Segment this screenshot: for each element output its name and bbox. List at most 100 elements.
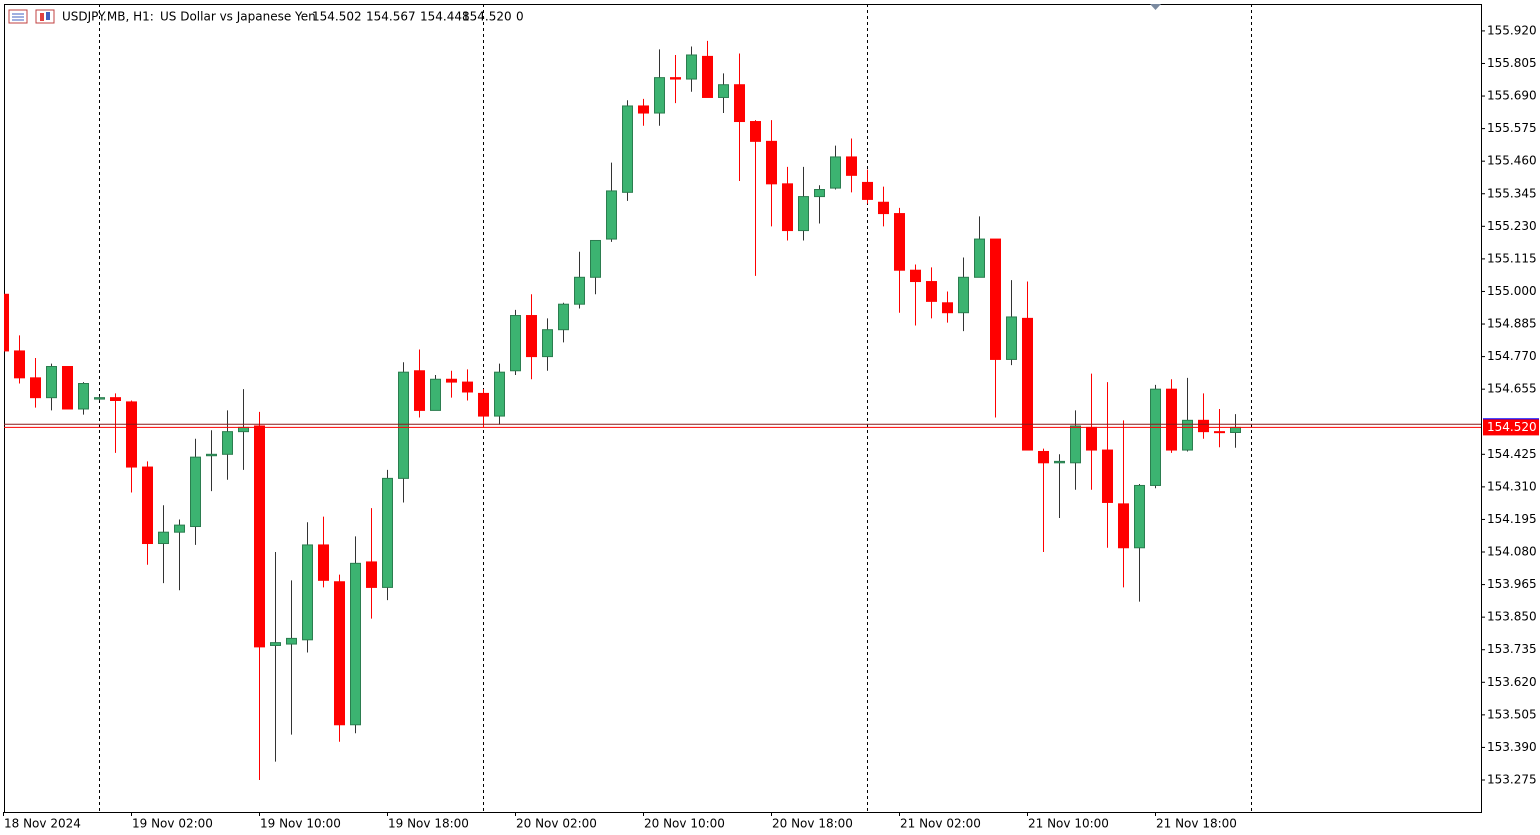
candle-body [110, 397, 121, 401]
close-price: 154.520 [462, 10, 512, 24]
description: US Dollar vs Japanese Yen [160, 10, 316, 24]
candle-body [526, 315, 537, 358]
candle-body [1054, 460, 1065, 464]
candle-body [750, 121, 761, 142]
open-price: 154.502 [312, 10, 362, 24]
candle-body [1150, 388, 1161, 486]
candle-body [1118, 503, 1129, 549]
y-tick-label: 155.690 [1487, 89, 1537, 103]
candle-body [126, 401, 137, 468]
candle-body [158, 531, 169, 545]
y-tick-label: 155.230 [1487, 219, 1537, 233]
y-tick-label: 153.505 [1487, 707, 1537, 721]
icon [46, 12, 50, 20]
y-tick-label: 155.920 [1487, 23, 1537, 37]
candle-body [654, 77, 665, 114]
candle-body [1134, 484, 1145, 549]
candle-body [814, 189, 825, 198]
candle-body [622, 105, 633, 193]
candle-body [1166, 388, 1177, 451]
y-tick-label: 153.620 [1487, 675, 1537, 689]
y-tick-label: 155.805 [1487, 56, 1537, 70]
candle-body [430, 378, 441, 411]
y-tick-label: 154.310 [1487, 479, 1537, 493]
candle-body [798, 196, 809, 232]
candle-body [190, 456, 201, 528]
y-tick-label: 153.390 [1487, 740, 1537, 754]
candle-body [846, 156, 857, 176]
candle-body [238, 426, 249, 433]
y-tick-label: 154.655 [1487, 382, 1537, 396]
candle-body [606, 190, 617, 240]
y-tick-label: 153.735 [1487, 642, 1537, 656]
candle-body [366, 561, 377, 588]
x-tick-label: 20 Nov 02:00 [516, 817, 597, 831]
candle-body [1006, 316, 1017, 360]
candle-body [766, 140, 777, 185]
low-price: 154.448 [420, 10, 470, 24]
x-tick-label: 20 Nov 10:00 [644, 817, 725, 831]
candle-body [942, 302, 953, 314]
y-tick-label: 153.965 [1487, 577, 1537, 591]
candle-body [94, 397, 105, 400]
candle-body [958, 276, 969, 314]
candle-body [302, 544, 313, 641]
candle-body [878, 201, 889, 215]
candle-body [558, 303, 569, 331]
candle-body [830, 156, 841, 189]
bid-label: 154.520 [1487, 420, 1537, 434]
y-tick-label: 155.345 [1487, 186, 1537, 200]
candle-body [286, 637, 297, 645]
candle-body [910, 269, 921, 283]
y-tick-label: 155.575 [1487, 121, 1537, 135]
candle-body [734, 84, 745, 123]
y-tick-label: 154.425 [1487, 447, 1537, 461]
x-tick-label: 19 Nov 02:00 [132, 817, 213, 831]
y-tick-label: 153.850 [1487, 610, 1537, 624]
y-tick-label: 154.080 [1487, 545, 1537, 559]
candle-body [590, 239, 601, 278]
candle-body [1070, 425, 1081, 464]
candle-body [1214, 431, 1225, 434]
candle-body [542, 329, 553, 358]
candle-body [1182, 419, 1193, 451]
y-tick-label: 155.460 [1487, 154, 1537, 168]
candle-body [782, 183, 793, 232]
candle-body [510, 315, 521, 372]
candle-body [174, 524, 185, 533]
x-tick-label: 20 Nov 18:00 [772, 817, 853, 831]
candle-body [1198, 419, 1209, 433]
candle-body [974, 238, 985, 278]
candle-body [686, 54, 697, 80]
plot [4, 4, 1481, 812]
candle-body [206, 453, 217, 457]
plot-frame [4, 4, 1482, 813]
candle-body [574, 276, 585, 305]
candle-body [462, 381, 473, 393]
candle-body [334, 581, 345, 726]
x-tick-label: 21 Nov 02:00 [900, 817, 981, 831]
symbol: USDJPY.MB, H1: [62, 10, 154, 24]
candle-body [446, 378, 457, 383]
candle-body [478, 392, 489, 417]
candle-body [1086, 426, 1097, 451]
candle-body [1230, 426, 1241, 433]
y-tick-label: 154.770 [1487, 349, 1537, 363]
candle-body [30, 377, 41, 399]
candle-body [702, 55, 713, 98]
candle-body [14, 350, 25, 379]
y-tick-label: 155.000 [1487, 284, 1537, 298]
icon [40, 13, 44, 21]
y-tick-label: 154.195 [1487, 512, 1537, 526]
candle-body [254, 425, 265, 648]
x-tick-label: 19 Nov 18:00 [388, 817, 469, 831]
candle-body [718, 84, 729, 98]
candle-body [494, 371, 505, 417]
candle-body [382, 477, 393, 588]
y-tick-label: 155.115 [1487, 251, 1537, 265]
high-price: 154.567 [366, 10, 416, 24]
candle-body [62, 366, 73, 410]
candle-body [894, 213, 905, 271]
